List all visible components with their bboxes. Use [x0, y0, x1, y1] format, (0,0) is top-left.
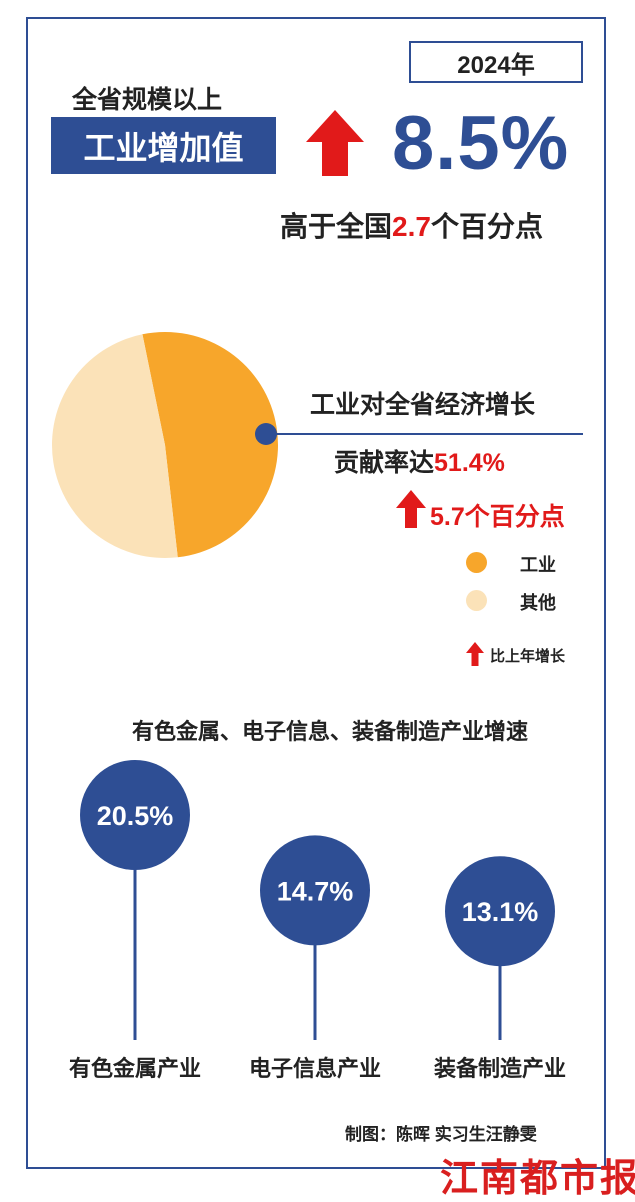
legend-label-other: 其他 [520, 593, 556, 613]
legend-note: 比上年增长 [490, 648, 566, 665]
lollipop-value-label: 13.1% [462, 897, 539, 927]
industry-lollipop-chart: 20.5% 14.7% 13.1% [80, 760, 555, 1040]
growth-value: 8.5% [392, 101, 570, 186]
red-up-arrow-icon [396, 490, 426, 528]
compare-suffix: 个百分点 [430, 211, 543, 242]
compare-value: 2.7 [392, 211, 431, 242]
pie-connector [255, 423, 583, 445]
industry-category-label: 有色金属产业 [68, 1056, 201, 1081]
connector-dot [255, 423, 277, 445]
industries-title: 有色金属、电子信息、装备制造产业增速 [132, 719, 529, 744]
contribution-line2: 贡献率达51.4% [334, 443, 505, 479]
newspaper-logo: 江南都市报 [440, 1155, 635, 1200]
pie-slice-other [51, 334, 178, 558]
indicator-label-box: 工业增加值 [51, 117, 276, 174]
legend-dot-industry [466, 552, 487, 573]
lollipop-head [80, 760, 190, 870]
pie-slice-industry [142, 332, 278, 558]
legend-label-industry: 工业 [520, 555, 556, 575]
year-badge: 2024年 [409, 41, 583, 83]
industry-category-label: 装备制造产业 [433, 1056, 566, 1081]
legend-dot-other [466, 590, 487, 611]
red-up-arrow-icon [306, 110, 364, 176]
industry-category-label: 电子信息产业 [248, 1056, 381, 1081]
contribution-pie-chart [51, 332, 278, 558]
credit-text: 制图：陈晖 实习生汪静雯 [345, 1125, 537, 1144]
lollipop-head [260, 835, 370, 946]
compare-text: 高于全国2.7个百分点 [280, 205, 543, 245]
frame-border [26, 17, 606, 1169]
subtitle: 全省规模以上 [72, 86, 223, 114]
contribution-line1: 工业对全省经济增长 [310, 391, 536, 419]
indicator-label: 工业增加值 [83, 129, 244, 166]
lollipop-value-label: 20.5% [97, 801, 174, 831]
contribution-prefix: 贡献率达 [334, 449, 435, 477]
red-up-arrow-icon [466, 642, 484, 666]
year-text: 2024年 [457, 51, 535, 79]
compare-prefix: 高于全国 [280, 211, 393, 242]
contribution-value: 51.4% [434, 449, 505, 477]
contribution-change: 5.7个百分点 [430, 503, 565, 531]
lollipop-value-label: 14.7% [277, 876, 354, 906]
lollipop-head [445, 856, 555, 967]
